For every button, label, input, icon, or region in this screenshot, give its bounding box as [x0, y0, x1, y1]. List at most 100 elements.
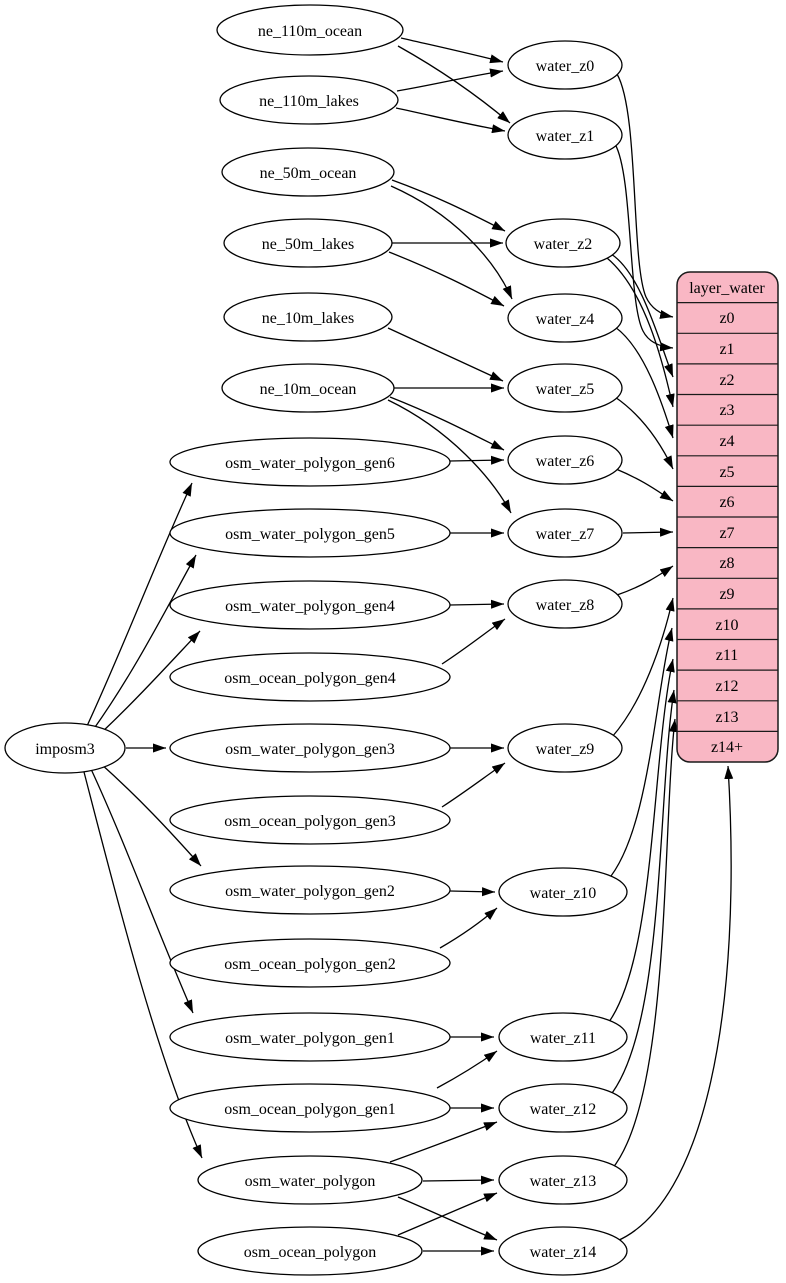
edge-water-z12-to-row-z12: [608, 689, 677, 1098]
record-row-z4: z4: [719, 433, 734, 450]
node-ellipse: [498, 867, 628, 917]
edge-water-z14-to-row-z14plus: [616, 765, 734, 1242]
edge-imposm3-to-osm-water-polygon-gen4: [99, 630, 201, 735]
edge-water-z5-to-row-z5: [614, 396, 674, 470]
edge-water-z0-to-row-z0: [616, 73, 674, 319]
node-ellipse: [169, 508, 451, 558]
node-water-z2: water_z2: [505, 218, 621, 268]
node-water-z0: water_z0: [507, 40, 623, 90]
node-ellipse: [223, 292, 393, 342]
node-water-z8: water_z8: [507, 579, 623, 629]
node-label: ne_50m_lakes: [262, 236, 354, 253]
node-ellipse: [498, 1226, 628, 1276]
node-label: osm_water_polygon_gen1: [225, 1030, 395, 1047]
edge-water-z13-to-row-z13: [611, 718, 679, 1170]
record-row-z13: z13: [715, 709, 738, 726]
edge-ne-50m-ocean-to-water-z2: [391, 179, 506, 232]
record-row-z6: z6: [719, 494, 734, 511]
node-label: water_z0: [536, 58, 595, 75]
record-row-z5: z5: [719, 464, 734, 481]
node-ellipse: [197, 1155, 423, 1205]
edge-imposm3-to-osm-water-polygon-gen6: [86, 482, 193, 727]
record-row-z10: z10: [715, 617, 738, 634]
node-ellipse: [507, 293, 623, 343]
node-ellipse: [169, 652, 451, 702]
node-label: water_z4: [536, 311, 595, 328]
node-label: imposm3: [35, 741, 95, 758]
record-row-z9: z9: [719, 586, 734, 603]
node-label: osm_water_polygon_gen2: [225, 883, 395, 900]
edge-water-z1-to-row-z1: [614, 143, 674, 352]
node-ne-10m-ocean: ne_10m_ocean: [221, 363, 395, 413]
node-osm-ocean-polygon-gen2: osm_ocean_polygon_gen2: [169, 938, 451, 988]
node-ellipse: [219, 75, 399, 125]
node-label: osm_ocean_polygon_gen1: [224, 1101, 396, 1118]
node-ellipse: [505, 218, 621, 268]
node-osm-water-polygon-gen1: osm_water_polygon_gen1: [169, 1012, 451, 1062]
node-ellipse: [169, 865, 451, 915]
node-label: water_z9: [536, 741, 595, 758]
node-osm-water-polygon-gen2: osm_water_polygon_gen2: [169, 865, 451, 915]
node-label: water_z14: [530, 1244, 597, 1261]
node-ellipse: [507, 363, 623, 413]
node-ellipse: [221, 147, 395, 197]
edge-osm-water-polygon-gen6-to-water-z6: [449, 455, 505, 465]
node-osm-water-polygon-gen4: osm_water_polygon_gen4: [169, 580, 451, 630]
node-ellipse: [4, 722, 126, 774]
node-label: water_z13: [530, 1173, 597, 1190]
node-label: osm_water_polygon: [245, 1173, 376, 1190]
node-label: osm_ocean_polygon_gen4: [224, 670, 396, 687]
edge-water-z11-to-row-z11: [605, 658, 675, 1027]
edge-water-z7-to-row-z7: [622, 527, 674, 537]
node-label: ne_110m_lakes: [259, 93, 359, 110]
node-water-z13: water_z13: [498, 1155, 628, 1205]
node-ne-110m-ocean: ne_110m_ocean: [216, 4, 404, 56]
node-ellipse: [498, 1155, 628, 1205]
node-label: water_z2: [534, 236, 593, 253]
node-osm-ocean-polygon-gen4: osm_ocean_polygon_gen4: [169, 652, 451, 702]
node-ellipse: [169, 938, 451, 988]
node-label: water_z6: [536, 453, 595, 470]
record-row-z14plus: z14+: [711, 739, 743, 756]
node-ellipse: [498, 1012, 628, 1062]
node-imposm3: imposm3: [4, 722, 126, 774]
edge-ne-50m-ocean-to-water-z4: [390, 185, 513, 300]
node-ne-10m-lakes: ne_10m_lakes: [223, 292, 393, 342]
edge-ne-110m-ocean-to-water-z1: [397, 45, 511, 124]
node-osm-water-polygon: osm_water_polygon: [197, 1155, 423, 1205]
node-ellipse: [223, 218, 393, 268]
node-water-z10: water_z10: [498, 867, 628, 917]
edge-osm-ocean-polygon-gen2-to-water-z10: [439, 907, 498, 949]
node-ellipse: [507, 435, 623, 485]
node-label: osm_ocean_polygon_gen2: [224, 956, 396, 973]
node-label: ne_110m_ocean: [258, 23, 362, 40]
node-label: osm_water_polygon_gen5: [225, 526, 395, 543]
node-water-z4: water_z4: [507, 293, 623, 343]
record-row-z1: z1: [719, 341, 734, 358]
intermediate-nodes: water_z0 water_z1 water_z2 water_z4 wate…: [498, 40, 628, 1276]
node-label: water_z10: [530, 885, 597, 902]
record-row-z3: z3: [719, 402, 734, 419]
edge-ne-10m-lakes-to-water-z5: [387, 327, 504, 382]
edge-osm-ocean-polygon-to-water-z13: [397, 1192, 498, 1236]
node-ellipse: [507, 110, 623, 160]
node-label: osm_ocean_polygon_gen3: [224, 813, 396, 830]
edge-ne-10m-ocean-to-water-z6: [389, 396, 505, 451]
node-ellipse: [507, 579, 623, 629]
node-ellipse: [216, 4, 404, 56]
edge-water-z10-to-row-z10: [606, 627, 674, 882]
edge-imposm3-to-osm-water-polygon-gen5: [92, 554, 197, 731]
node-label: water_z12: [530, 1101, 597, 1118]
node-label: water_z5: [536, 381, 595, 398]
node-ne-50m-ocean: ne_50m_ocean: [221, 147, 395, 197]
node-water-z6: water_z6: [507, 435, 623, 485]
node-label: osm_water_polygon_gen4: [225, 598, 395, 615]
node-label: water_z11: [530, 1030, 596, 1047]
node-label: water_z7: [536, 526, 595, 543]
node-water-z9: water_z9: [507, 723, 623, 773]
edge-water-z9-to-row-z9: [611, 597, 675, 738]
edge-osm-water-polygon-gen2-to-water-z10: [449, 887, 496, 897]
edge-osm-water-polygon-to-water-z12: [389, 1121, 498, 1163]
edge-water-z4-to-row-z4: [614, 326, 674, 439]
node-label: ne_10m_ocean: [260, 381, 357, 398]
